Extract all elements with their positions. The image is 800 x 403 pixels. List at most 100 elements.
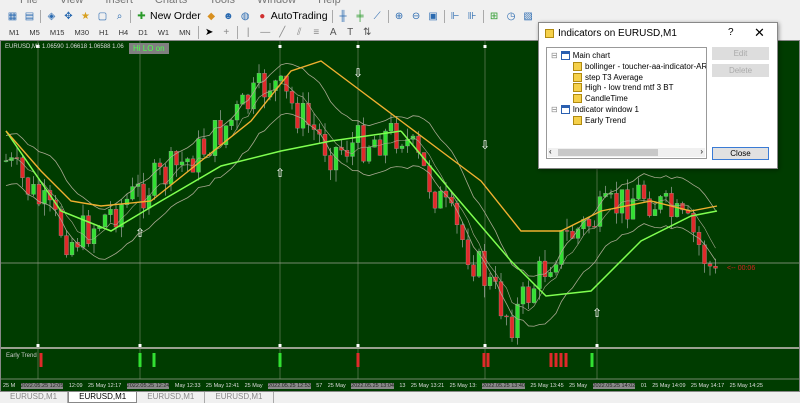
candle-body — [509, 316, 515, 339]
dialog-titlebar[interactable]: Indicators on EURUSD,M1 — [539, 23, 777, 43]
chart-tab[interactable]: EURUSD,M1 — [0, 392, 69, 403]
tf-m30[interactable]: M30 — [74, 27, 90, 37]
indicator-icon — [573, 61, 582, 71]
fibonacci-icon[interactable]: ≡ — [313, 26, 320, 38]
chart-tab[interactable]: EURUSD,M1 — [137, 392, 206, 403]
tree-indicator-item[interactable]: step T3 Average — [573, 72, 643, 82]
help-button[interactable]: ? — [728, 27, 734, 38]
indicators-icon[interactable]: ⊞ — [489, 10, 499, 22]
time-label: 2022.05.25 12:05 — [20, 383, 64, 389]
arrows-icon[interactable]: ⇅ — [363, 26, 372, 38]
globe-icon[interactable]: ◍ — [240, 10, 250, 22]
meta-editor-icon[interactable]: ◆ — [207, 10, 216, 22]
chart-tab-active[interactable]: EURUSD,M1 — [68, 392, 138, 403]
candle-body — [427, 165, 432, 193]
candle-body — [559, 230, 564, 265]
market-watch-icon[interactable]: ◈ — [47, 10, 56, 22]
signal-arrow-icon: ⇧ — [275, 166, 285, 180]
candle-body — [256, 73, 262, 84]
tree-indicator-item[interactable]: bollinger - toucher-aa-indicator-ARROW — [573, 61, 707, 71]
text-icon[interactable]: A — [329, 26, 337, 38]
menu-window[interactable]: Window — [257, 0, 297, 6]
candlestick-icon[interactable]: ╪ — [356, 10, 364, 22]
candle-body — [542, 260, 548, 277]
crosshair-tool-icon[interactable]: + — [223, 26, 230, 38]
time-label: 25 May — [327, 383, 346, 389]
tf-mn[interactable]: MN — [179, 27, 191, 37]
new-order-button[interactable]: ✚ New Order — [135, 10, 200, 23]
close-icon[interactable]: ✕ — [754, 25, 765, 40]
zoom-in-icon[interactable]: ⊕ — [394, 10, 404, 22]
channel-icon[interactable]: ⫽ — [297, 26, 302, 38]
collapse-icon[interactable]: ⊟ — [551, 105, 558, 114]
tf-h1[interactable]: H1 — [99, 27, 109, 37]
autotrading-button[interactable]: ● AutoTrading — [256, 10, 327, 23]
time-label: 2022.05.25 13:40 — [482, 383, 525, 389]
trendline-icon[interactable]: ╱ — [279, 26, 286, 38]
time-label: 25 M — [3, 383, 16, 389]
tree-item-label: bollinger - toucher-aa-indicator-ARROW — [585, 61, 707, 71]
periods-icon[interactable]: ◷ — [506, 10, 516, 22]
terminal-icon[interactable]: ▢ — [97, 10, 108, 22]
menu-insert[interactable]: Insert — [105, 0, 133, 6]
early-trend-bar — [486, 353, 490, 367]
bar-chart-icon[interactable]: ╫ — [339, 10, 347, 22]
tree-indicator-item[interactable]: High - low trend mtf 3 BT — [573, 83, 673, 93]
time-axis: 25 M 2022.05.25 12:05 12:09 25 May 12:17 202… — [3, 383, 763, 389]
hilo-button[interactable]: Hi LO on — [129, 43, 169, 54]
candle-body — [592, 226, 597, 228]
tf-w1[interactable]: W1 — [157, 27, 170, 37]
horizontal-scrollbar[interactable]: ‹ › — [548, 147, 705, 157]
text-label-icon[interactable]: T — [347, 26, 354, 38]
candle-body — [113, 209, 119, 228]
bollinger-upper — [5, 63, 716, 277]
tf-m1[interactable]: M1 — [9, 27, 20, 37]
menu-tools[interactable]: Tools — [209, 0, 235, 6]
candle-body — [86, 215, 91, 245]
tree-indicator-item[interactable]: Early Trend — [573, 115, 626, 125]
menu-view[interactable]: View — [59, 0, 84, 6]
new-chart-icon[interactable]: ▦ — [7, 10, 18, 22]
zoom-out-icon[interactable]: ⊖ — [411, 10, 421, 22]
collapse-icon[interactable]: ⊟ — [551, 51, 558, 60]
vertical-line-icon[interactable]: | — [246, 26, 250, 38]
navigator-icon[interactable]: ★ — [81, 10, 90, 22]
chart-shift-icon[interactable]: ⊩ — [450, 10, 460, 22]
cursor-icon[interactable]: ➤ — [205, 26, 214, 38]
line-chart-icon[interactable]: ⟋ — [373, 10, 381, 22]
templates-icon[interactable]: ▧ — [523, 10, 533, 22]
tree-window-node[interactable]: ⊟ Indicator window 1 — [551, 105, 639, 114]
delete-button[interactable]: Delete — [712, 64, 769, 77]
tile-windows-icon[interactable]: ▣ — [428, 10, 438, 22]
autoscroll-icon[interactable]: ⊪ — [467, 10, 477, 22]
candle-body — [504, 315, 509, 318]
crosshair-icon[interactable]: ✥ — [64, 10, 73, 22]
tf-h4[interactable]: H4 — [118, 27, 129, 37]
profiles-icon[interactable]: ▤ — [24, 10, 35, 22]
tester-icon[interactable]: ⌕ — [116, 10, 123, 22]
candle-body — [245, 94, 251, 110]
user-icon[interactable]: ☻ — [223, 10, 234, 22]
tf-m5[interactable]: M5 — [29, 27, 40, 37]
candle-body — [652, 209, 658, 216]
bollinger-lower — [5, 113, 716, 327]
tf-d1[interactable]: D1 — [138, 27, 148, 37]
period-marker — [595, 344, 599, 347]
candle-body — [680, 203, 685, 211]
candle-body — [25, 177, 31, 195]
candle-body — [119, 204, 124, 228]
tf-m15[interactable]: M15 — [49, 27, 65, 37]
menu-file[interactable]: File — [20, 0, 38, 6]
menu-charts[interactable]: Charts — [154, 0, 188, 6]
candle-body — [69, 242, 75, 256]
indicator-icon — [573, 72, 582, 82]
horizontal-line-icon[interactable]: — — [260, 26, 271, 38]
chart-tab[interactable]: EURUSD,M1 — [205, 392, 274, 403]
tree-indicator-item[interactable]: CandleTime — [573, 94, 628, 104]
tree-window-node[interactable]: ⊟ Main chart — [551, 51, 610, 60]
separator — [40, 9, 41, 23]
menu-help[interactable]: Help — [318, 0, 341, 6]
edit-button[interactable]: Edit — [712, 47, 769, 60]
time-label: 25 May — [244, 383, 263, 389]
close-button[interactable]: Close — [712, 147, 769, 160]
